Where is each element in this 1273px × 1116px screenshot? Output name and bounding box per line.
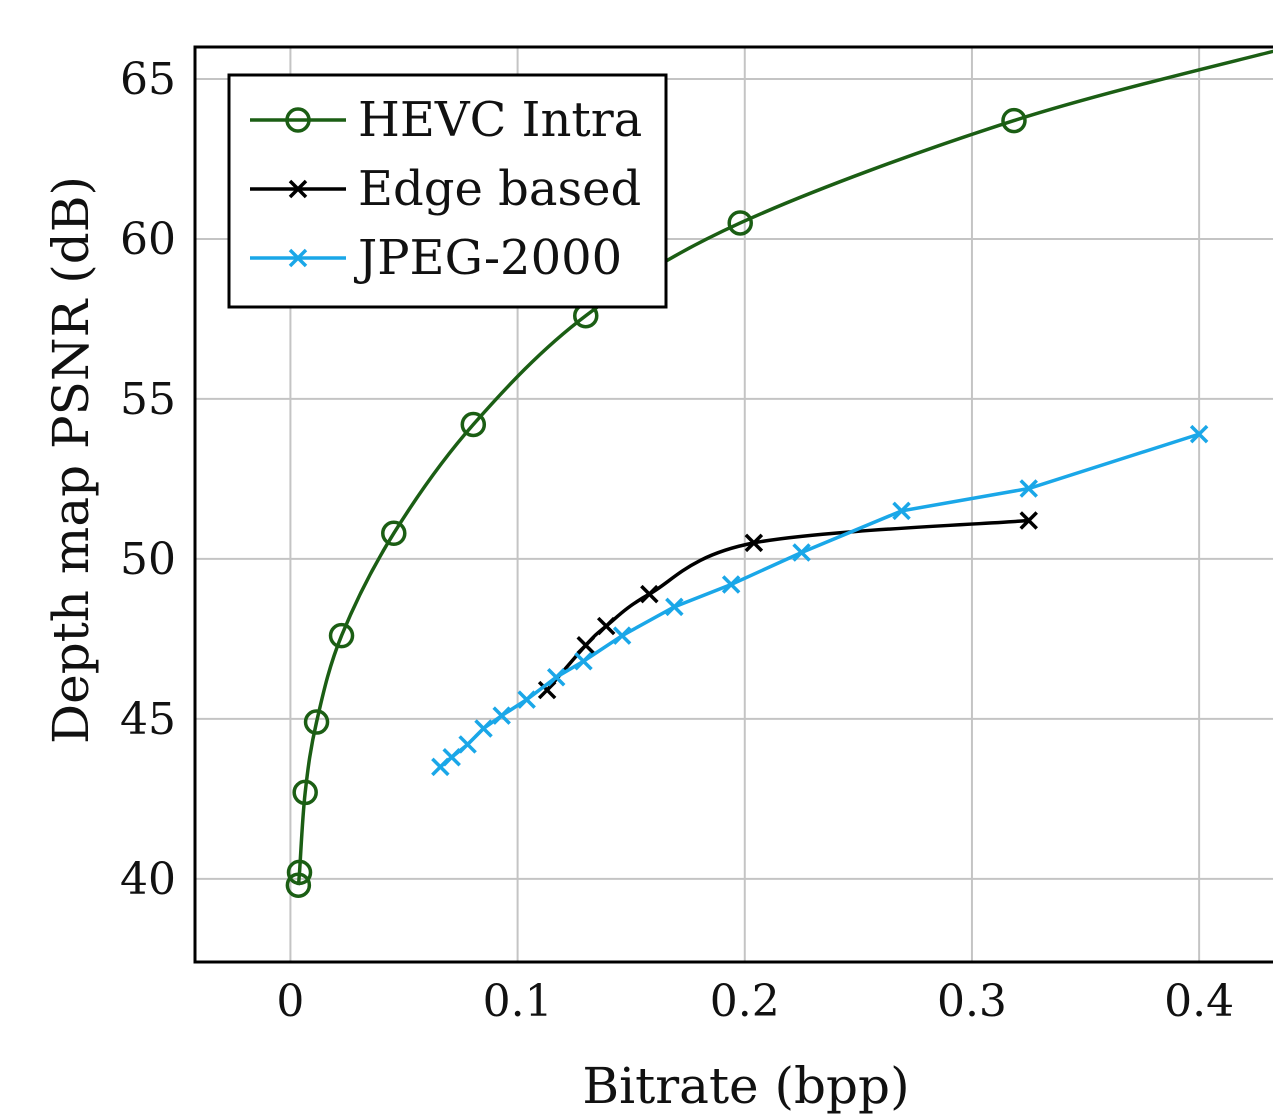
data-point-hevc-intra <box>285 872 312 898</box>
series-layer <box>285 49 1273 898</box>
data-point-edge-based <box>596 616 616 636</box>
y-tick-label: 55 <box>120 374 176 425</box>
legend-marker-jpeg-2000 <box>288 248 308 268</box>
legend-entry-edge-based: Edge based <box>250 161 641 217</box>
data-point-jpeg-2000 <box>792 543 811 562</box>
data-point-hevc-intra <box>727 210 753 236</box>
x-tick-label: 0 <box>276 976 304 1027</box>
y-tick-label: 50 <box>120 534 176 585</box>
y-tick-label: 45 <box>120 694 176 745</box>
series-hevc-intra <box>285 49 1273 898</box>
data-point-hevc-intra <box>292 779 318 806</box>
legend: HEVC Intra Edge based JPEG-2000 <box>227 73 668 309</box>
data-point-jpeg-2000 <box>892 501 911 521</box>
data-point-hevc-intra <box>286 859 313 886</box>
data-point-jpeg-2000 <box>474 719 493 738</box>
x-tick-label: 0.1 <box>483 976 553 1027</box>
data-point-edge-based <box>640 584 659 604</box>
y-tick-label: 40 <box>120 854 176 905</box>
data-point-edge-based <box>1019 511 1038 530</box>
data-point-jpeg-2000 <box>442 748 461 767</box>
series-line-edge-based <box>545 518 1029 692</box>
data-point-hevc-intra <box>1001 107 1027 134</box>
data-point-jpeg-2000 <box>517 690 536 709</box>
data-point-jpeg-2000 <box>612 626 632 645</box>
data-point-edge-based <box>744 533 764 553</box>
x-tick-label: 0.4 <box>1164 976 1234 1027</box>
legend-label-hevc-intra: HEVC Intra <box>358 92 642 148</box>
series-line-jpeg-2000 <box>439 432 1200 769</box>
x-axis-title: Bitrate (bpp) <box>582 1057 909 1115</box>
legend-entry-jpeg-2000: JPEG-2000 <box>250 230 622 286</box>
data-point-jpeg-2000 <box>1019 479 1038 498</box>
series-edge-based <box>537 511 1038 700</box>
data-point-jpeg-2000 <box>458 735 477 754</box>
y-axis-title: Depth map PSNR (dB) <box>42 176 100 744</box>
x-tick-label: 0.2 <box>710 976 780 1027</box>
data-point-edge-based <box>537 680 557 700</box>
y-axis-ticks: 40 45 50 55 60 65 <box>120 54 176 905</box>
data-point-hevc-intra <box>460 411 487 438</box>
plot-frame <box>193 45 1273 964</box>
legend-marker-edge-based <box>288 179 308 199</box>
data-point-jpeg-2000 <box>574 652 593 671</box>
data-point-hevc-intra <box>381 520 407 547</box>
legend-label-edge-based: Edge based <box>358 161 641 217</box>
data-point-jpeg-2000 <box>721 575 741 594</box>
legend-entry-hevc-intra: HEVC Intra <box>250 92 642 148</box>
y-tick-label: 60 <box>120 214 176 265</box>
series-jpeg-2000 <box>431 424 1209 777</box>
legend-marker-hevc-intra <box>285 107 311 133</box>
x-axis-ticks: 0 0.1 0.2 0.3 0.4 <box>276 976 1234 1027</box>
data-point-jpeg-2000 <box>492 706 511 725</box>
data-point-edge-based <box>576 636 595 655</box>
legend-label-jpeg-2000: JPEG-2000 <box>353 230 622 286</box>
x-tick-label: 0.3 <box>937 976 1007 1027</box>
data-point-jpeg-2000 <box>546 668 566 687</box>
data-point-hevc-intra <box>303 709 330 735</box>
data-point-hevc-intra <box>328 622 355 649</box>
data-point-jpeg-2000 <box>1189 424 1209 444</box>
y-tick-label: 65 <box>120 54 176 105</box>
data-point-jpeg-2000 <box>665 597 684 617</box>
